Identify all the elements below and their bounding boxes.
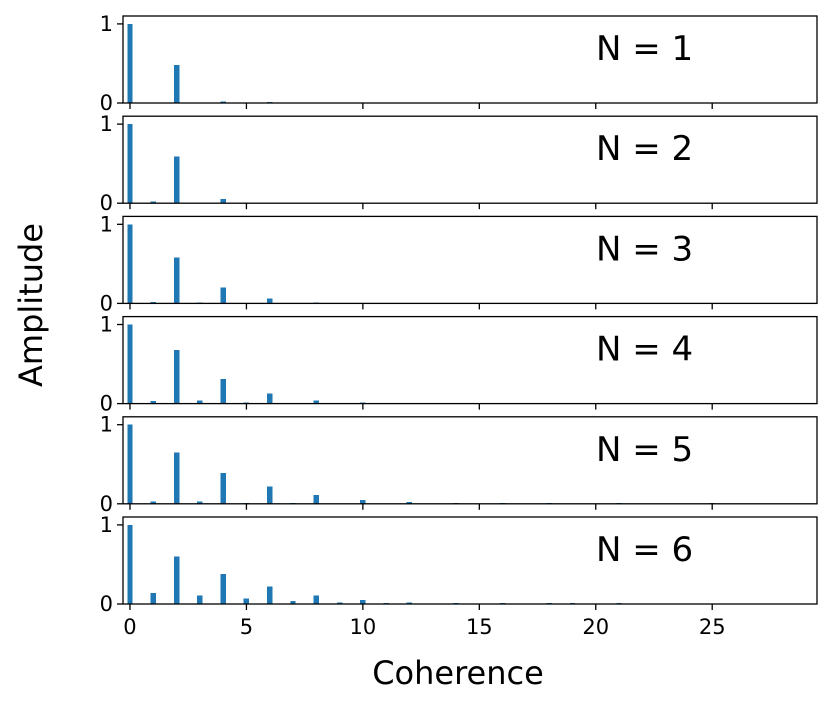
y-tick-label: 0 <box>100 392 113 416</box>
y-tick-label: 1 <box>100 513 113 537</box>
bar <box>127 124 133 204</box>
x-tick-label: 10 <box>350 615 377 639</box>
bar <box>360 600 366 604</box>
bar <box>173 156 180 204</box>
x-tick-label: 5 <box>240 615 253 639</box>
y-tick-label: 0 <box>100 291 113 315</box>
bar <box>173 65 180 103</box>
y-tick-label: 0 <box>100 592 113 616</box>
x-tick-label: 20 <box>582 615 609 639</box>
panel-frame <box>122 516 818 605</box>
bar <box>220 472 226 504</box>
panel-5: 0 1 N = 5 <box>100 413 818 516</box>
panel-n-label: N = 5 <box>596 430 693 470</box>
panel-n-label: N = 6 <box>596 530 693 570</box>
bar <box>173 556 180 604</box>
bar <box>313 595 319 604</box>
bar <box>197 595 203 604</box>
panel-n-label: N = 2 <box>596 129 693 169</box>
bar <box>313 400 319 404</box>
bar <box>150 301 156 304</box>
y-tick-label: 0 <box>100 492 113 516</box>
bar <box>220 101 226 103</box>
panel-frame <box>122 215 818 305</box>
bar <box>197 400 203 404</box>
bar <box>150 592 156 604</box>
bar <box>173 257 180 304</box>
y-tick-label: 1 <box>100 413 113 437</box>
y-axis-label: Amplitude <box>12 223 50 387</box>
bar <box>127 224 133 304</box>
bar <box>127 23 133 104</box>
y-tick-label: 0 <box>100 191 113 215</box>
bar <box>267 586 273 604</box>
panel-6: 010 5 10 15 20 25N = 6 <box>100 513 818 639</box>
panel-frame <box>122 315 818 405</box>
bar <box>127 324 133 404</box>
y-tick-label: 1 <box>100 212 113 236</box>
panel-n-label: N = 4 <box>596 330 693 370</box>
bar <box>220 287 226 304</box>
bar <box>243 598 250 604</box>
x-tick-label: 25 <box>699 615 726 639</box>
x-tick-label: 0 <box>123 615 136 639</box>
bar <box>220 573 226 604</box>
panel-frame <box>122 416 818 505</box>
bar <box>150 501 156 504</box>
bar <box>127 524 133 604</box>
y-tick-label: 1 <box>100 313 113 337</box>
bar <box>406 502 413 504</box>
panel-2: 0 1 N = 2 <box>100 112 818 215</box>
y-tick-label: 1 <box>100 12 113 36</box>
bar <box>406 602 413 604</box>
bar <box>173 349 180 404</box>
bar <box>267 486 273 504</box>
panel-n-label: N = 1 <box>596 29 693 69</box>
bar <box>360 499 366 504</box>
bar <box>150 201 156 204</box>
bar <box>173 452 180 504</box>
y-tick-label: 0 <box>100 91 113 115</box>
panel-frame <box>122 115 818 204</box>
bar <box>220 199 226 204</box>
panel-1: 0 1 N = 1 <box>100 12 818 115</box>
bar <box>220 379 226 404</box>
bar <box>267 393 273 404</box>
y-tick-label: 1 <box>100 112 113 136</box>
panel-n-label: N = 3 <box>596 229 693 269</box>
x-axis-label: Coherence <box>372 654 544 692</box>
x-tick-label: 15 <box>466 615 493 639</box>
bar <box>290 600 296 604</box>
bar <box>313 495 319 504</box>
bar <box>197 501 203 504</box>
panel-frame <box>122 15 818 104</box>
panel-4: 0 1 N = 4 <box>100 313 818 416</box>
bar <box>267 298 273 304</box>
panel-3: 0 1 N = 3 <box>100 212 818 315</box>
bar <box>150 401 156 404</box>
bar <box>336 602 343 604</box>
bar <box>127 424 133 504</box>
